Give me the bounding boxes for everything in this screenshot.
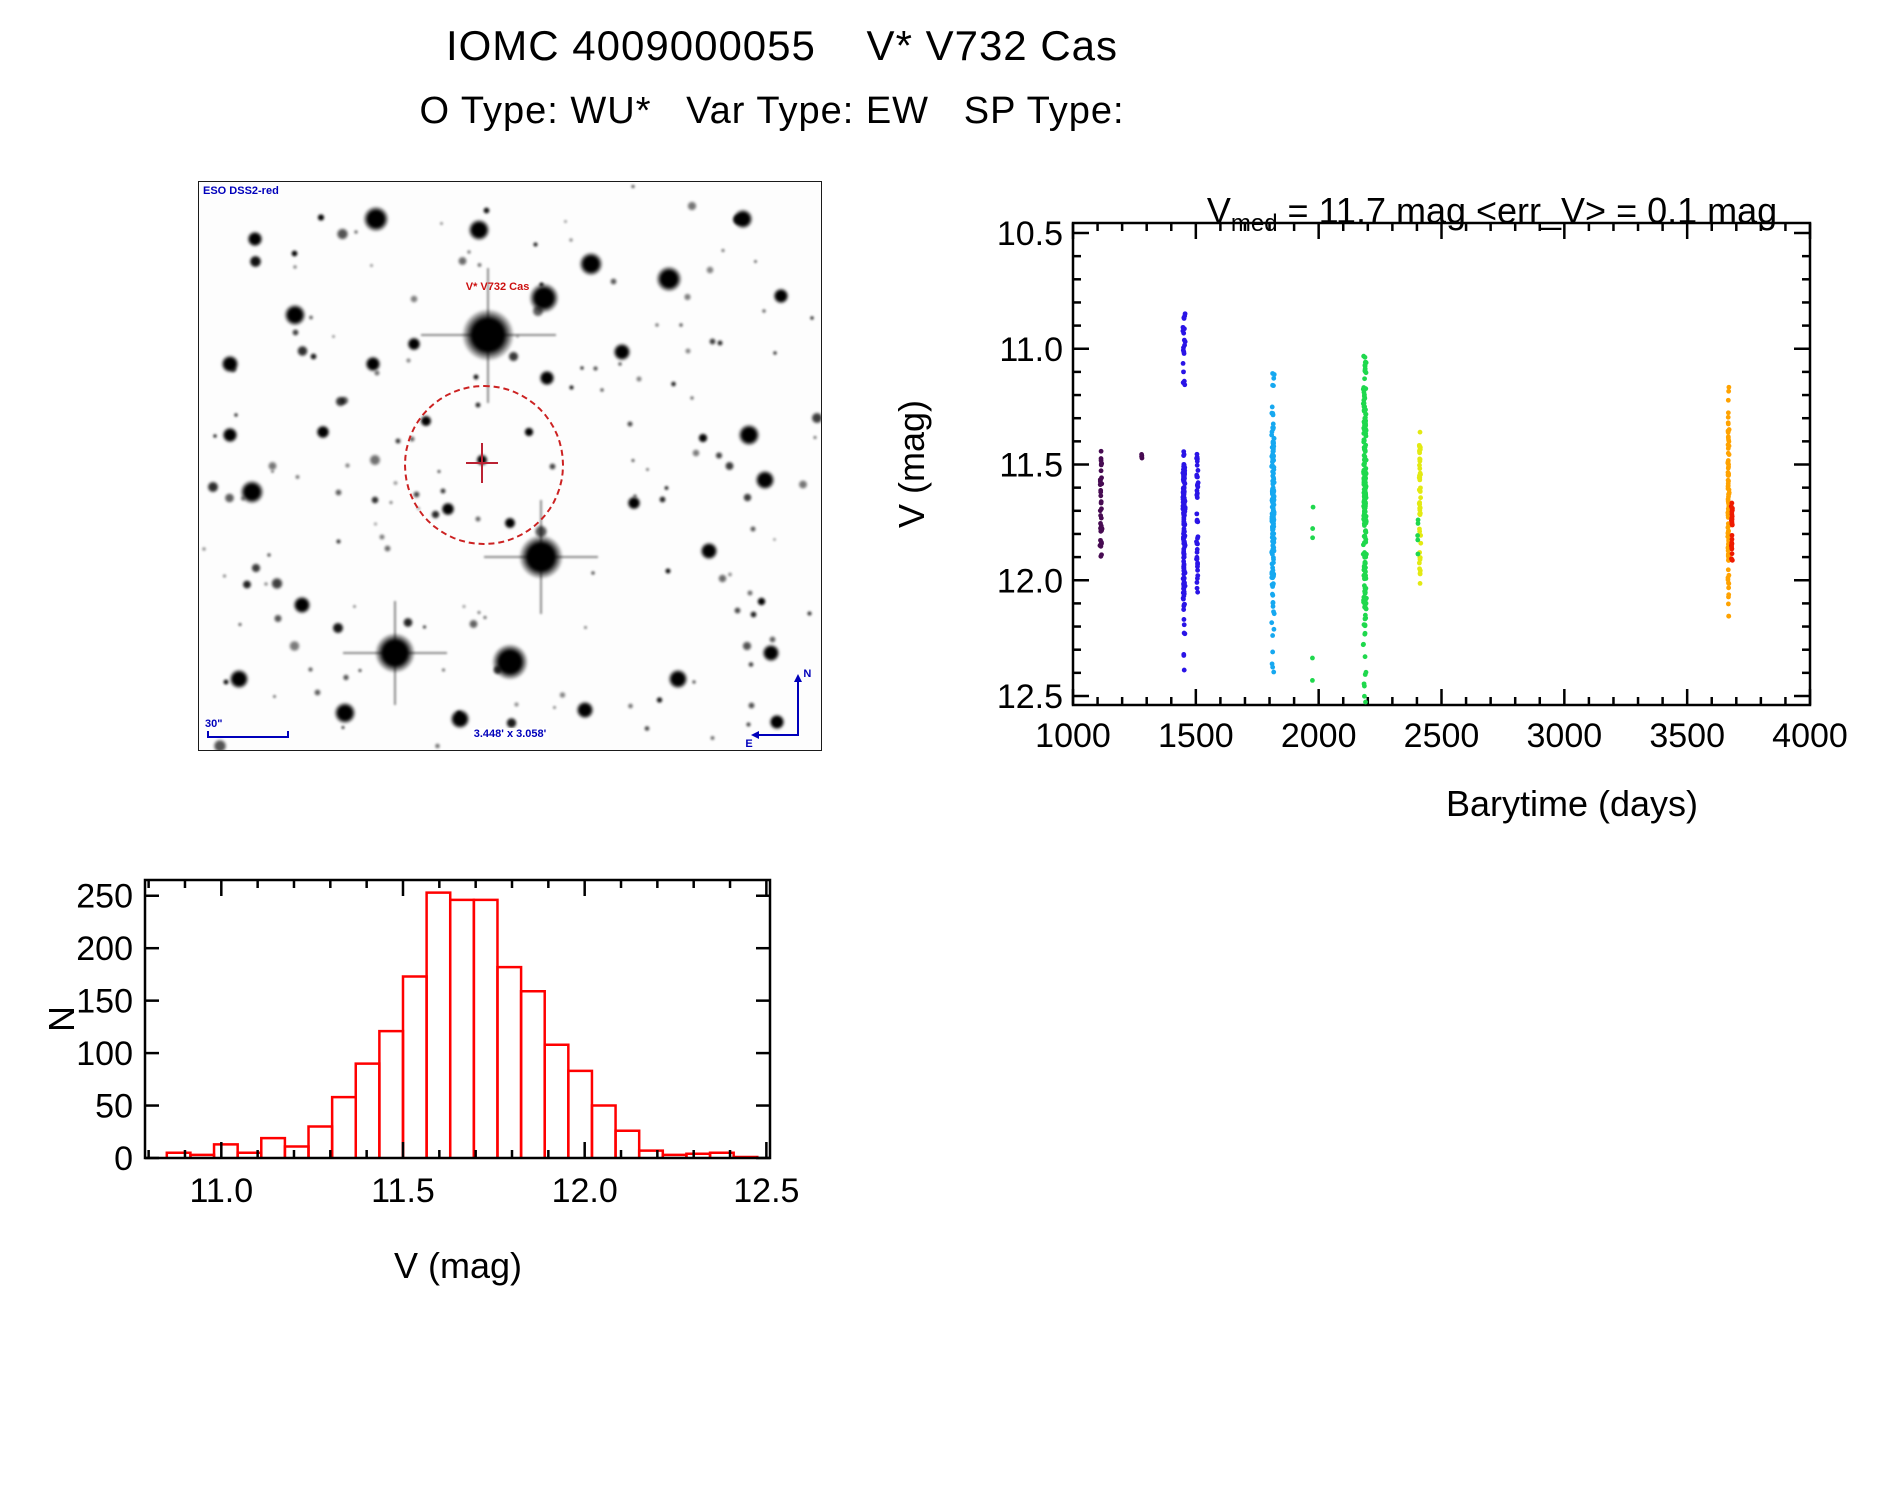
svg-text:11.5: 11.5: [999, 447, 1063, 485]
light-curve-y-axis-label: V (mag): [891, 399, 932, 529]
histogram-x-axis-label: V (mag): [393, 1245, 523, 1286]
svg-text:12.0: 12.0: [997, 562, 1063, 600]
scale-bar: [207, 736, 289, 738]
compass-east-arrow-icon: [751, 731, 760, 739]
svg-text:4000: 4000: [1772, 717, 1848, 755]
target-name-label: V* V732 Cas: [465, 281, 530, 294]
histogram-plot: 11.0 11.5 12.0 12.5 0 50 100 150 200 250: [76, 878, 799, 1210]
compass-north-arrow-icon: [794, 674, 803, 682]
light-curve-x-axis-label: Barytime (days): [1445, 783, 1699, 824]
histogram-axes: [143, 878, 772, 1160]
finder-image: ESO DSS2-red V* V732 Cas 30" 3.448' x 3.…: [198, 181, 822, 751]
svg-text:150: 150: [76, 983, 133, 1021]
histogram-y-axis-label: N: [41, 1006, 82, 1032]
svg-text:11.0: 11.0: [189, 1172, 253, 1210]
histogram-tick-labels: 11.0 11.5 12.0 12.5 0 50 100 150 200 250: [76, 878, 799, 1210]
svg-text:100: 100: [76, 1035, 133, 1073]
scale-bar-tick: [287, 731, 289, 738]
svg-text:11.0: 11.0: [999, 331, 1063, 369]
compass-east-label: E: [745, 738, 753, 750]
svg-text:1500: 1500: [1158, 717, 1234, 755]
page-title: IOMC 4009000055 V* V732 Cas: [445, 22, 1119, 69]
target-cross-icon: [466, 462, 498, 465]
svg-text:0: 0: [114, 1140, 133, 1178]
page-subtitle: O Type: WU* Var Type: EW SP Type:: [419, 90, 1125, 132]
histogram-bars: [165, 891, 759, 1159]
svg-text:50: 50: [95, 1088, 133, 1126]
svg-text:10.5: 10.5: [997, 215, 1063, 253]
svg-text:250: 250: [76, 878, 133, 916]
target-circle-marker: [404, 385, 564, 545]
svg-text:200: 200: [76, 930, 133, 968]
svg-text:3000: 3000: [1527, 717, 1603, 755]
svg-text:12.5: 12.5: [733, 1172, 799, 1210]
svg-text:12.0: 12.0: [552, 1172, 618, 1210]
lc-axes: [1071, 221, 1812, 707]
svg-text:12.5: 12.5: [997, 678, 1063, 716]
compass-east-axis: [759, 734, 800, 736]
light-curve-plot: 1000 1500 2000 2500 3000 3500 4000 10.5 11.0 11.5…: [997, 215, 1848, 755]
lc-tick-labels: 1000 1500 2000 2500 3000 3500 4000 10.5 11.0 11.5…: [997, 215, 1848, 755]
survey-label: ESO DSS2-red: [203, 185, 279, 197]
scale-bar-label: 30": [205, 718, 223, 730]
svg-text:11.5: 11.5: [371, 1172, 435, 1210]
svg-text:2500: 2500: [1404, 717, 1480, 755]
compass-north-axis: [797, 682, 800, 734]
svg-text:1000: 1000: [1035, 717, 1111, 755]
svg-text:2000: 2000: [1281, 717, 1357, 755]
scale-bar-tick: [207, 731, 209, 738]
svg-text:3500: 3500: [1649, 717, 1725, 755]
field-of-view-label: 3.448' x 3.058': [471, 728, 549, 740]
lc-data-points: [1097, 311, 1735, 705]
compass-north-label: N: [803, 668, 812, 680]
